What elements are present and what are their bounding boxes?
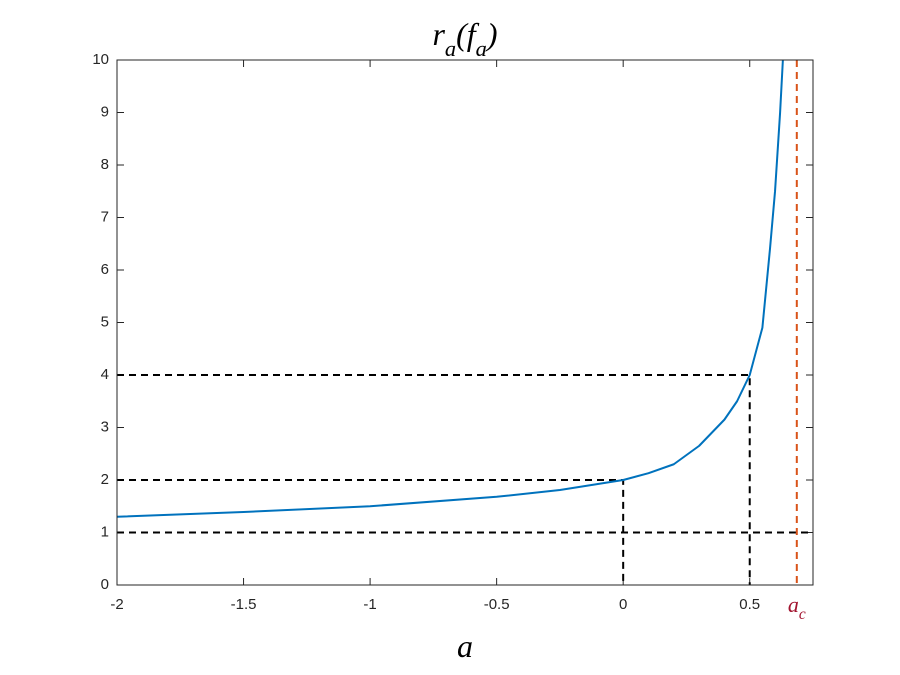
y-tick-label: 1 xyxy=(101,523,109,540)
y-tick-label: 8 xyxy=(101,156,109,173)
y-tick-label: 10 xyxy=(92,51,109,68)
chart-title: ra(fa) xyxy=(432,16,497,60)
y-tick-label: 4 xyxy=(101,366,109,383)
y-tick-label: 5 xyxy=(101,313,109,330)
y-tick-label: 7 xyxy=(101,208,109,225)
critical-label: ac xyxy=(788,592,806,623)
x-axis-label: a xyxy=(457,628,473,664)
x-tick-label: -1 xyxy=(363,596,376,613)
y-tick-label: 9 xyxy=(101,103,109,120)
x-tick-label: -0.5 xyxy=(484,596,510,613)
y-tick-label: 0 xyxy=(101,576,109,593)
x-tick-label: 0 xyxy=(619,596,627,613)
x-tick-label: -1.5 xyxy=(231,596,257,613)
axes-box xyxy=(116,59,814,586)
y-tick-label: 2 xyxy=(101,471,109,488)
line-series xyxy=(116,59,784,518)
x-tick-label: 0.5 xyxy=(739,596,760,613)
y-tick-label: 3 xyxy=(101,418,109,435)
x-tick-label: -2 xyxy=(110,596,123,613)
y-tick-label: 6 xyxy=(101,261,109,278)
guide-line xyxy=(117,374,751,585)
